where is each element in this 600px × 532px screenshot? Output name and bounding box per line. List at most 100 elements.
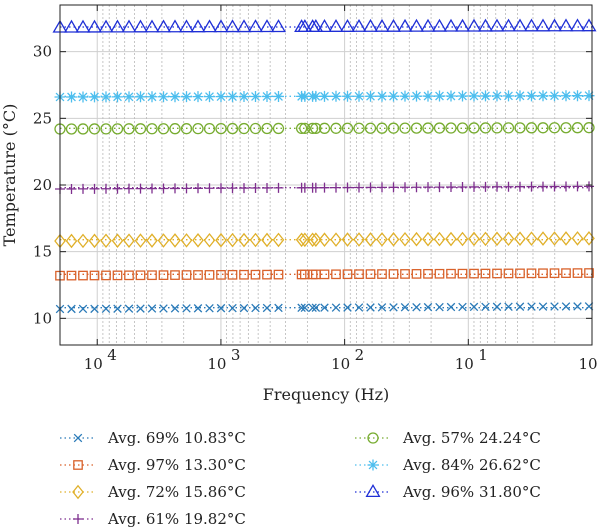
data-point [66,270,77,281]
data-point [387,232,400,247]
data-point [101,304,111,314]
data-point [525,231,538,246]
data-point [537,231,549,246]
data-point [469,181,479,192]
data-point [297,303,306,313]
data-point [310,90,322,102]
data-point [146,91,158,103]
data-point [159,304,168,313]
data-point [204,183,215,194]
data-point [132,19,149,33]
data-point [457,90,468,102]
data-point [147,304,157,313]
data-point [169,123,181,135]
data-point [503,268,514,279]
data-point [411,182,422,193]
data-point [515,302,525,311]
data-point [134,123,147,135]
data-point [273,90,284,102]
data-point [86,19,103,33]
data-point [146,123,158,135]
data-point [549,90,560,102]
data-point [135,91,146,103]
data-point [376,90,388,102]
y-tick-label: 15 [33,243,52,261]
data-point [205,303,214,313]
data-point [250,183,261,194]
data-point [239,183,249,194]
data-point [377,303,387,312]
data-point [157,123,170,135]
data-point [537,90,549,102]
data-point [535,18,551,32]
data-point [204,270,215,280]
data-point [548,231,561,246]
data-point [328,19,344,32]
data-point [362,18,379,32]
series-4 [55,181,594,194]
data-point [111,123,124,135]
data-point [468,122,480,134]
data-point [549,181,560,192]
data-point [123,91,135,103]
data-point [226,232,239,248]
data-point [457,268,468,279]
x-tick-exponent: 4 [107,346,117,364]
data-point [457,181,468,192]
data-point [489,18,505,32]
data-point [503,181,514,192]
data-point [308,303,317,312]
data-point [546,18,563,32]
data-point [261,232,273,248]
legend-label: Avg. 61% 19.82°C [107,510,246,528]
data-point [123,233,135,248]
data-point [491,90,503,102]
data-point [310,269,321,280]
data-point [561,268,571,278]
data-point [295,122,308,135]
data-point [216,270,226,280]
data-point [480,90,491,102]
data-point [134,233,147,248]
data-point [527,302,536,311]
data-point [77,91,89,103]
data-point [454,18,471,32]
data-point [502,231,515,247]
data-point [155,19,172,33]
data-point [227,183,238,194]
data-point [492,302,502,312]
data-point [136,304,145,313]
data-point [584,268,594,278]
data-point [431,18,448,32]
legend-label: Avg. 57% 24.24°C [402,429,541,447]
data-point [480,181,491,192]
data-point [446,268,456,279]
data-point [193,270,203,280]
series-3 [54,231,595,249]
data-point [435,302,444,312]
data-point [121,19,137,33]
data-point [72,484,84,500]
data-point [319,182,330,193]
data-point [261,122,273,135]
data-point [215,91,227,103]
data-point [251,303,260,313]
x-tick-label: 10 [578,355,597,373]
data-point [354,182,364,193]
data-point [249,122,262,135]
data-point [411,90,422,102]
data-point [374,18,390,32]
data-point [89,91,100,103]
data-point [109,19,126,33]
data-point [111,233,124,249]
data-point [523,18,540,32]
data-point [67,304,76,314]
data-point [365,484,381,497]
data-point [73,460,83,470]
data-point [180,233,193,248]
series-1 [55,302,594,314]
data-point [182,304,191,313]
data-point [400,269,410,279]
data-point [331,182,341,193]
